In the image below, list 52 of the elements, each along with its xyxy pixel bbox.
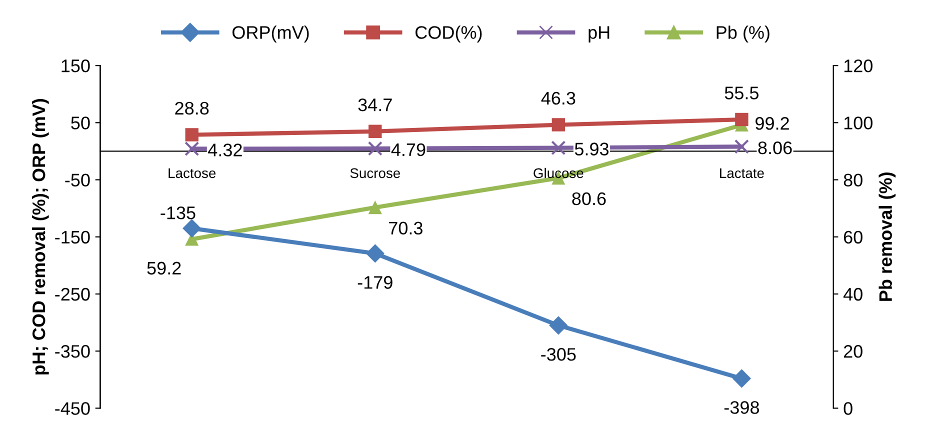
point	[368, 141, 382, 156]
data-label: 4.32	[208, 144, 242, 156]
point	[366, 244, 384, 263]
data-label: 46.3	[541, 92, 576, 105]
y-axis-title: pH; COD removal (%); ORP (mV)	[32, 98, 49, 374]
y-tick-label: -150	[55, 230, 90, 244]
data-label: 4.79	[391, 143, 426, 156]
y2-tick-label: 40	[843, 288, 862, 301]
data-label: 80.6	[572, 192, 606, 206]
data-label: -398	[724, 401, 759, 414]
point	[368, 124, 382, 138]
point	[734, 139, 749, 154]
y-tick-label: 150	[62, 60, 90, 72]
point	[552, 118, 566, 132]
y2-tick-label: 60	[844, 230, 862, 244]
data-label: 5.93	[574, 142, 609, 156]
data-label: 99.2	[756, 117, 789, 130]
data-label: 70.3	[389, 222, 422, 235]
legend-label: COD(%)	[416, 26, 482, 42]
x-tick-label: Lactose	[168, 168, 216, 178]
y2-tick-label: 0	[844, 402, 852, 415]
data-label: 28.8	[175, 102, 209, 115]
x-tick-label: Sucrose	[350, 168, 400, 178]
point	[551, 140, 566, 156]
point	[549, 316, 568, 335]
y-tick-label: -350	[55, 345, 90, 358]
data-label: -305	[541, 348, 576, 361]
data-label: 34.7	[358, 98, 392, 112]
y2-tick-label: 120	[844, 60, 872, 72]
y2-tick-label: 20	[844, 345, 862, 358]
y2-axis-title: Pb removal (%)	[878, 172, 896, 301]
data-label: 55.5	[724, 86, 759, 100]
legend-label: pH	[588, 26, 610, 42]
y2-tick-label: 80	[844, 174, 862, 186]
x-tick-label: Lactate	[720, 168, 764, 178]
point	[182, 219, 202, 238]
data-label: -179	[358, 276, 392, 289]
data-label: 8.06	[758, 141, 792, 154]
legend-label: ORP(mV)	[232, 26, 309, 42]
y-tick-label: -450	[55, 402, 90, 415]
y-tick-label: 50	[71, 116, 90, 130]
point	[735, 112, 748, 126]
point	[184, 141, 200, 156]
y2-tick-label: 100	[844, 116, 872, 130]
y-tick-label: -50	[65, 174, 90, 186]
point	[732, 369, 751, 388]
legend-label: Pb (%)	[716, 26, 770, 42]
point	[185, 128, 198, 142]
y-tick-label: -250	[55, 288, 90, 301]
data-label: 59.2	[147, 262, 181, 275]
point	[368, 200, 382, 214]
data-label: -135	[160, 206, 196, 220]
